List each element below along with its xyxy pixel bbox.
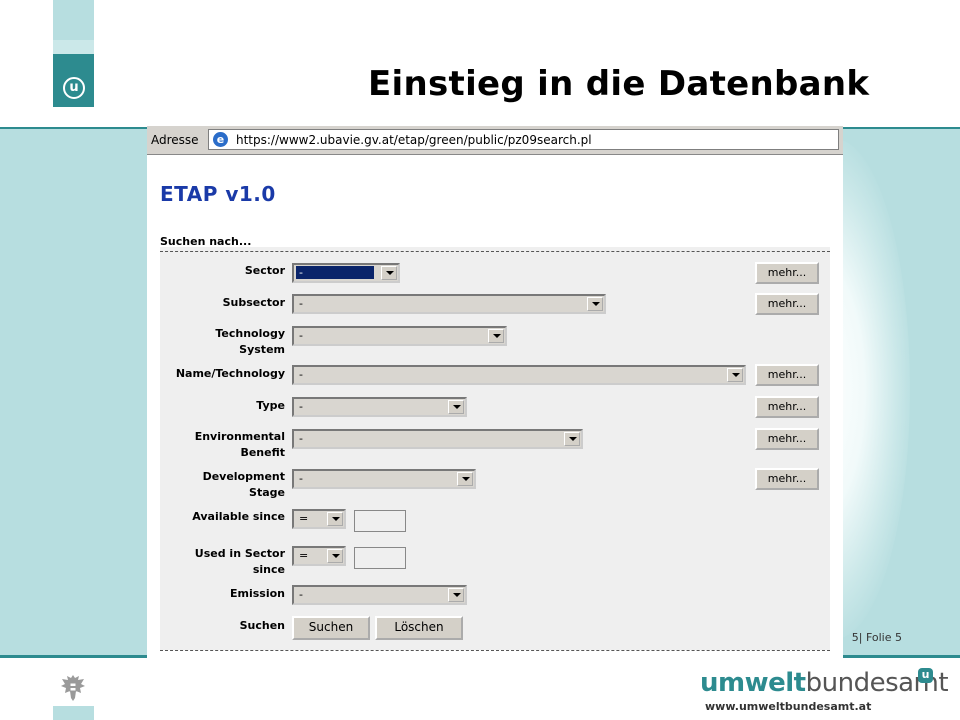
austrian-eagle-crest-icon bbox=[61, 675, 85, 701]
footer-tab bbox=[53, 706, 94, 720]
search-heading: Suchen nach... bbox=[160, 235, 252, 248]
brand-wordmark: umweltbundesamt bbox=[700, 668, 949, 698]
environmental-benefit-select[interactable]: - bbox=[292, 429, 583, 449]
brand-strong: umwelt bbox=[700, 668, 806, 698]
subsector-more-button[interactable]: mehr... bbox=[755, 293, 819, 315]
type-more-button[interactable]: mehr... bbox=[755, 396, 819, 418]
sector-value: - bbox=[296, 266, 374, 279]
environmental-benefit-label-line2: Benefit bbox=[240, 446, 285, 459]
type-value: - bbox=[299, 400, 303, 413]
chevron-down-icon[interactable] bbox=[727, 368, 743, 382]
environmental-benefit-label: Environmental Benefit bbox=[160, 429, 285, 461]
available-since-operator[interactable]: = bbox=[292, 509, 346, 529]
name-technology-label: Name/Technology bbox=[175, 367, 285, 380]
app-title: ETAP v1.0 bbox=[160, 182, 276, 206]
subsector-label: Subsector bbox=[222, 296, 285, 309]
header-tab-light bbox=[53, 0, 94, 40]
available-since-operator-value: = bbox=[299, 512, 309, 525]
url-text: https://www2.ubavie.gv.at/etap/green/pub… bbox=[236, 133, 592, 147]
slide-number: 5| Folie 5 bbox=[851, 631, 902, 644]
browser-screenshot: Adresse e https://www2.ubavie.gv.at/etap… bbox=[147, 126, 843, 660]
umweltbundesamt-u-icon: u bbox=[63, 77, 85, 99]
search-button[interactable]: Suchen bbox=[292, 616, 370, 640]
environmental-benefit-more-button[interactable]: mehr... bbox=[755, 428, 819, 450]
slide-title: Einstieg in die Datenbank bbox=[368, 64, 870, 104]
brand-url: www.umweltbundesamt.at bbox=[705, 700, 872, 713]
development-stage-more-button[interactable]: mehr... bbox=[755, 468, 819, 490]
emission-label: Emission bbox=[230, 587, 285, 600]
used-in-sector-since-label: Used in Sector since bbox=[160, 546, 285, 578]
type-select[interactable]: - bbox=[292, 397, 467, 417]
sector-label: Sector bbox=[244, 264, 285, 277]
emission-select[interactable]: - bbox=[292, 585, 467, 605]
development-stage-label-line2: Stage bbox=[249, 486, 285, 499]
environmental-benefit-value: - bbox=[299, 432, 303, 445]
used-in-sector-since-operator[interactable]: = bbox=[292, 546, 346, 566]
used-in-sector-since-label-line1: Used in Sector bbox=[194, 547, 285, 560]
address-label: Adresse bbox=[151, 133, 199, 147]
search-label: Suchen bbox=[239, 619, 285, 632]
environmental-benefit-label-line1: Environmental bbox=[194, 430, 285, 443]
ie-page-icon: e bbox=[213, 132, 228, 147]
chevron-down-icon[interactable] bbox=[448, 400, 464, 414]
used-in-sector-since-operator-value: = bbox=[299, 549, 309, 562]
name-technology-select[interactable]: - bbox=[292, 365, 746, 385]
available-since-label: Available since bbox=[192, 510, 285, 523]
header-tab-mid bbox=[53, 40, 94, 54]
type-label: Type bbox=[256, 399, 285, 412]
name-technology-value: - bbox=[299, 368, 303, 381]
chevron-down-icon[interactable] bbox=[587, 297, 603, 311]
used-in-sector-since-year-input[interactable] bbox=[354, 547, 406, 569]
name-technology-more-button[interactable]: mehr... bbox=[755, 364, 819, 386]
used-in-sector-since-label-line2: since bbox=[252, 563, 285, 576]
technology-system-label-line1: Technology bbox=[215, 327, 285, 340]
chevron-down-icon[interactable] bbox=[457, 472, 473, 486]
chevron-down-icon[interactable] bbox=[327, 512, 343, 526]
development-stage-label: Development Stage bbox=[160, 469, 285, 501]
chevron-down-icon[interactable] bbox=[327, 549, 343, 563]
dashed-divider-top bbox=[160, 251, 830, 252]
technology-system-label: Technology System bbox=[160, 326, 285, 358]
available-since-year-input[interactable] bbox=[354, 510, 406, 532]
technology-system-select[interactable]: - bbox=[292, 326, 507, 346]
brand-u-icon: u bbox=[918, 668, 933, 683]
reset-button[interactable]: Löschen bbox=[375, 616, 463, 640]
subsector-value: - bbox=[299, 297, 303, 310]
url-field[interactable]: e https://www2.ubavie.gv.at/etap/green/p… bbox=[208, 129, 839, 150]
sector-select[interactable]: - bbox=[292, 263, 400, 283]
development-stage-value: - bbox=[299, 472, 303, 485]
sector-more-button[interactable]: mehr... bbox=[755, 262, 819, 284]
technology-system-value: - bbox=[299, 329, 303, 342]
subsector-select[interactable]: - bbox=[292, 294, 606, 314]
chevron-down-icon[interactable] bbox=[448, 588, 464, 602]
chevron-down-icon[interactable] bbox=[488, 329, 504, 343]
development-stage-select[interactable]: - bbox=[292, 469, 476, 489]
address-bar: Adresse e https://www2.ubavie.gv.at/etap… bbox=[147, 126, 843, 155]
development-stage-label-line1: Development bbox=[202, 470, 285, 483]
chevron-down-icon[interactable] bbox=[564, 432, 580, 446]
emission-value: - bbox=[299, 588, 303, 601]
technology-system-label-line2: System bbox=[239, 343, 285, 356]
dashed-divider-bottom bbox=[160, 650, 830, 651]
chevron-down-icon[interactable] bbox=[381, 266, 397, 280]
